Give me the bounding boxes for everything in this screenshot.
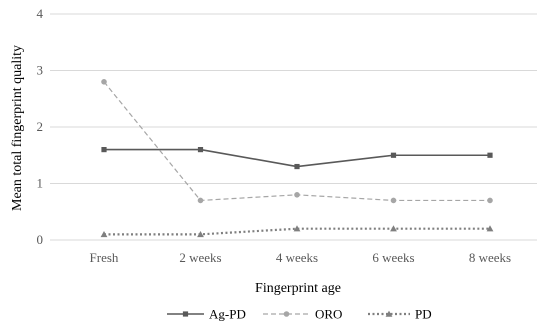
data-point (197, 197, 204, 204)
data-point (100, 230, 108, 238)
series-ag-pd (101, 147, 493, 170)
data-point (390, 225, 397, 232)
legend-item: PD (368, 307, 432, 322)
x-tick-labels: Fresh 2 weeks 4 weeks 6 weeks 8 weeks (90, 250, 512, 265)
y-tick-label: 4 (37, 6, 44, 21)
x-axis-title: Fingerprint age (255, 281, 341, 296)
legend-item: ORO (263, 307, 342, 322)
data-point (101, 147, 107, 153)
series-line (104, 227, 490, 236)
data-point (390, 152, 397, 158)
legend-label: PD (415, 307, 432, 322)
data-point (101, 79, 107, 85)
y-tick-label: 1 (37, 176, 44, 191)
legend-label: ORO (315, 307, 342, 322)
x-tick-label: 4 weeks (276, 250, 318, 265)
data-point (294, 163, 300, 170)
gridlines (50, 13, 537, 241)
legend-label: Ag-PD (209, 307, 246, 322)
data-point (486, 225, 494, 232)
y-tick-label: 3 (37, 63, 44, 78)
series-oro (101, 79, 493, 204)
data-point (487, 152, 493, 158)
data-point (293, 225, 301, 232)
series-line (103, 81, 490, 202)
series-lines (100, 79, 494, 238)
series-pd (100, 225, 494, 238)
legend-marker (283, 311, 290, 317)
legend-marker (182, 311, 189, 317)
x-tick-label: 8 weeks (469, 250, 511, 265)
x-tick-label: Fresh (90, 250, 119, 265)
data-point (197, 230, 204, 238)
y-tick-label: 0 (37, 232, 44, 247)
legend: Ag-PD ORO PD (167, 307, 432, 322)
x-tick-label: 6 weeks (372, 250, 414, 265)
data-point (197, 147, 204, 153)
y-tick-label: 2 (37, 119, 44, 134)
x-tick-label: 2 weeks (179, 250, 221, 265)
y-tick-labels: 0 1 2 3 4 (37, 6, 44, 247)
data-point (487, 197, 493, 204)
data-point (294, 192, 300, 198)
y-axis-title: Mean total fingerprint quality (10, 45, 25, 211)
data-point (390, 197, 397, 204)
legend-item: Ag-PD (167, 307, 246, 322)
legend-marker (385, 310, 393, 317)
